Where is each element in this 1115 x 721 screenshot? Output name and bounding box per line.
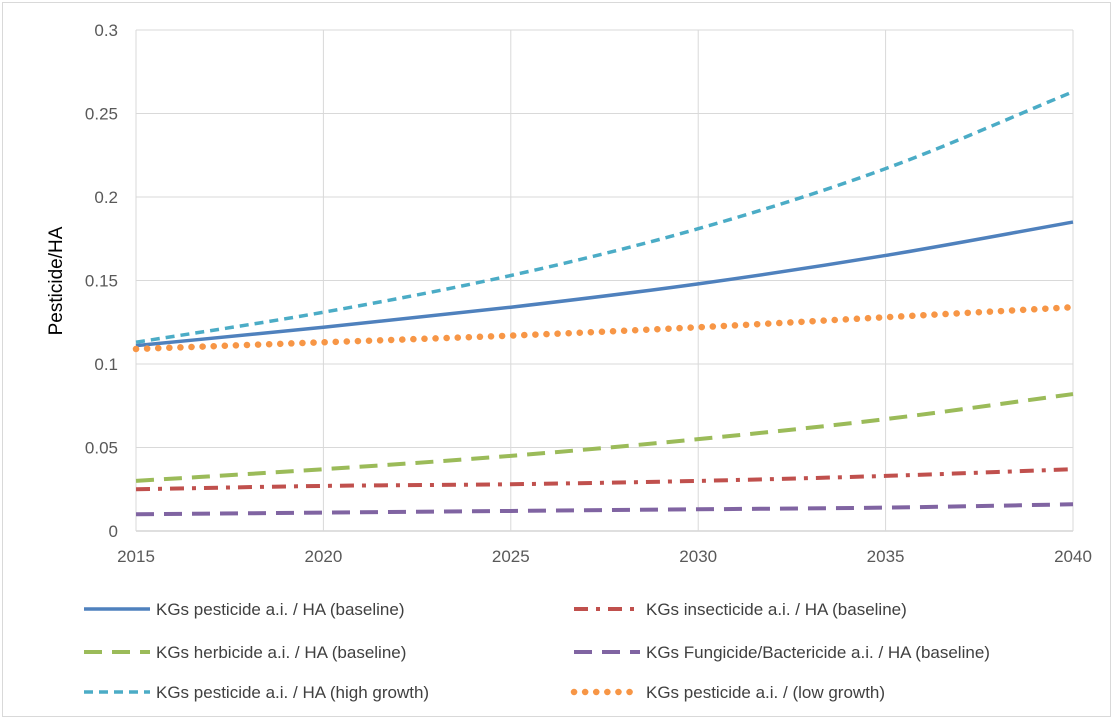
legend-item-4: KGs pesticide a.i. / HA (high growth) — [84, 683, 429, 702]
series-line-2 — [135, 392, 1074, 483]
legend-item-2: KGs herbicide a.i. / HA (baseline) — [84, 643, 406, 662]
y-tick-label: 0.2 — [94, 188, 118, 207]
legend-label: KGs insecticide a.i. / HA (baseline) — [646, 600, 907, 619]
y-tick-label: 0.25 — [85, 105, 118, 124]
legend-item-3: KGs Fungicide/Bactericide a.i. / HA (bas… — [574, 643, 990, 662]
series-line-1 — [135, 467, 1074, 492]
x-tick-label: 2035 — [867, 547, 905, 566]
x-tick-labels: 2015 2020 2025 2030 2035 2040 — [117, 547, 1092, 566]
gridlines — [135, 29, 1074, 532]
legend-item-5: KGs pesticide a.i. / (low growth) — [570, 683, 885, 702]
x-tick-label: 2025 — [492, 547, 530, 566]
legend-label: KGs herbicide a.i. / HA (baseline) — [156, 643, 406, 662]
y-tick-label: 0.1 — [94, 355, 118, 374]
y-tick-label: 0.15 — [85, 272, 118, 291]
y-tick-labels: 0 0.05 0.1 0.15 0.2 0.25 0.3 — [85, 21, 118, 541]
series-line-3 — [135, 502, 1074, 517]
series-line-4 — [135, 90, 1074, 345]
legend-label: KGs pesticide a.i. / HA (high growth) — [156, 683, 429, 702]
x-tick-label: 2030 — [679, 547, 717, 566]
y-tick-label: 0.05 — [85, 439, 118, 458]
series-line-5 — [132, 303, 1077, 353]
x-tick-label: 2015 — [117, 547, 155, 566]
legend-label: KGs Fungicide/Bactericide a.i. / HA (bas… — [646, 643, 990, 662]
series-line-0 — [135, 220, 1074, 348]
legend-item-1: KGs insecticide a.i. / HA (baseline) — [574, 600, 907, 619]
series-lines — [132, 90, 1077, 517]
x-tick-label: 2020 — [304, 547, 342, 566]
y-tick-label: 0 — [109, 522, 118, 541]
legend-item-0: KGs pesticide a.i. / HA (baseline) — [84, 600, 405, 619]
legend-label: KGs pesticide a.i. / (low growth) — [646, 683, 885, 702]
legend-label: KGs pesticide a.i. / HA (baseline) — [156, 600, 405, 619]
x-tick-label: 2040 — [1054, 547, 1092, 566]
legend: KGs pesticide a.i. / HA (baseline) KGs in… — [84, 600, 990, 702]
y-axis-label: Pesticide/HA — [46, 226, 67, 335]
y-tick-label: 0.3 — [94, 21, 118, 40]
